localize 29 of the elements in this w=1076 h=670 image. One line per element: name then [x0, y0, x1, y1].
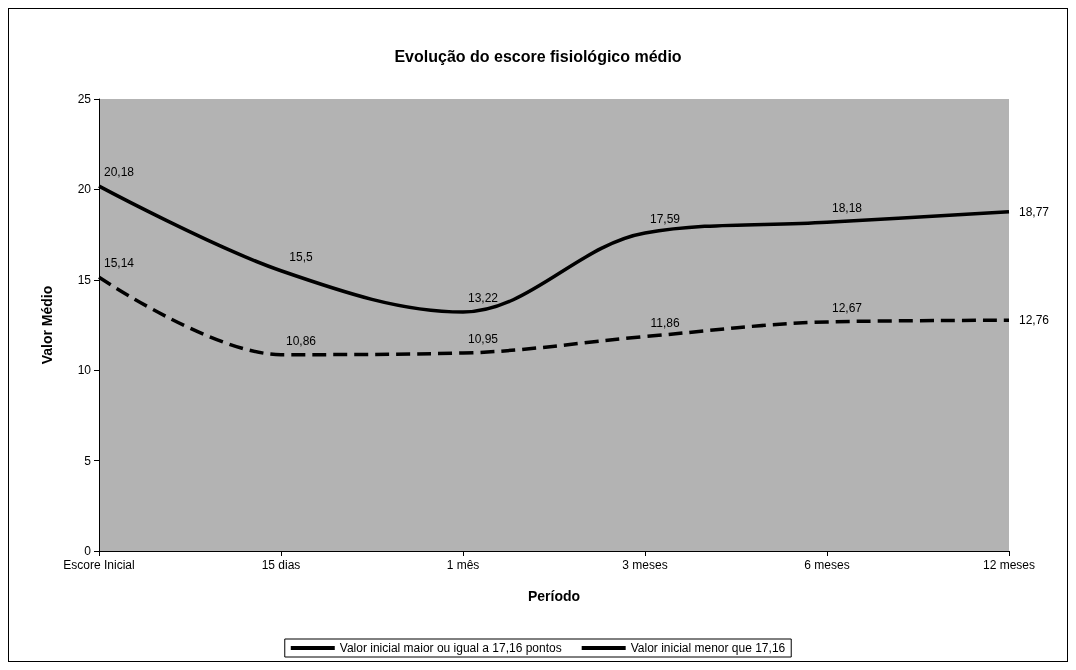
- data-label: 10,86: [285, 333, 317, 348]
- data-label: 13,22: [467, 290, 499, 305]
- data-label: 10,95: [467, 332, 499, 347]
- data-label: 18,18: [831, 201, 863, 216]
- y-tick-label: 15: [77, 272, 92, 287]
- y-tick-label: 5: [84, 453, 92, 468]
- y-tick-label: 25: [77, 92, 92, 106]
- x-tick-label: 15 dias: [261, 558, 301, 572]
- data-label: 11,86: [650, 315, 680, 330]
- data-label: 17,59: [649, 211, 681, 226]
- x-tick-label: 6 meses: [804, 558, 850, 572]
- y-tick-label: 10: [77, 363, 92, 378]
- x-tick-label: Escore Inicial: [63, 558, 135, 572]
- data-label: 15,5: [289, 249, 313, 264]
- chart-title: Evolução do escore fisiológico médio: [394, 47, 682, 65]
- data-label: 15,14: [103, 256, 135, 271]
- y-tick-label: 20: [77, 182, 92, 197]
- y-tick-label: 0: [84, 544, 92, 558]
- data-label: 20,18: [103, 165, 135, 180]
- data-label: 12,76: [1019, 313, 1050, 328]
- x-axis-title: Período: [527, 588, 581, 604]
- x-tick-label: 1 mês: [446, 558, 480, 572]
- data-label: 12,67: [831, 300, 863, 315]
- y-axis-title: Valor Médio: [39, 285, 55, 365]
- x-tick-label: 12 meses: [982, 558, 1036, 572]
- x-tick-label: 3 meses: [622, 558, 668, 572]
- legend-label: Valor inicial menor que 17,16: [630, 641, 786, 655]
- data-label: 18,77: [1019, 204, 1050, 219]
- legend-label: Valor inicial maior ou igual a 17,16 pontos: [339, 641, 562, 655]
